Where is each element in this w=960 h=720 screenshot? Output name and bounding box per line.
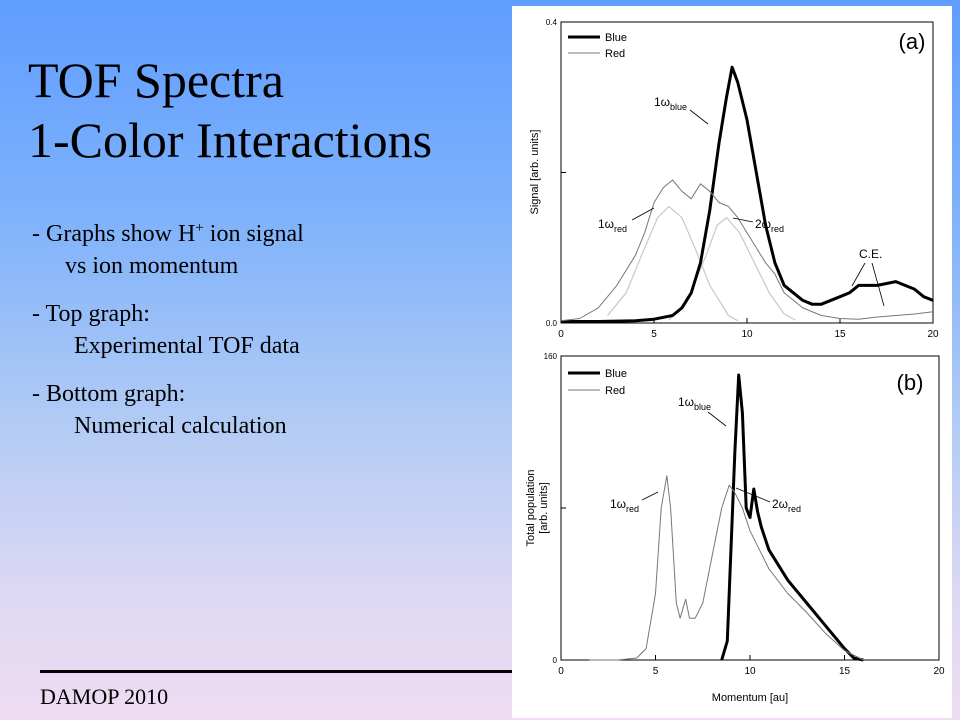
plot-a-annot-1wred: 1ωred xyxy=(598,217,627,234)
bullet-1: - Graphs show H+ ion signal vs ion momen… xyxy=(32,212,502,282)
plot-a-arrow-1wred xyxy=(631,207,655,221)
plot-b-arrow-2wred xyxy=(735,487,771,503)
plot-b-series-red-line xyxy=(589,475,864,661)
bullet-1-line-2: vs ion momentum xyxy=(65,253,239,279)
plot-a-xtick-label-2: 10 xyxy=(741,329,753,340)
plot-a-xtick-label-1: 5 xyxy=(651,329,657,340)
bullet-1-sup: + xyxy=(195,220,204,236)
plot-b-axes: 0 5 10 15 20 0 160 xyxy=(544,352,945,677)
bullet-list: - Graphs show H+ ion signal vs ion momen… xyxy=(32,212,502,458)
plot-b-legend-blue: Blue xyxy=(605,368,627,380)
plot-a-series-blue-line xyxy=(561,65,934,323)
bullet-1-text-end: ion signal xyxy=(203,221,304,247)
plot-b-xtick-label-4: 20 xyxy=(933,666,945,677)
bullet-1-text: - Graphs show H xyxy=(32,221,196,247)
slide-title: TOF Spectra 1-Color Interactions xyxy=(28,50,432,170)
plot-a-arrow-1wblue xyxy=(689,109,709,125)
plot-a-axes: 0 5 10 15 20 0.0 0.4 xyxy=(546,18,939,340)
plot-b-series-blue-line xyxy=(720,373,864,662)
plot-a-xtick-label-4: 20 xyxy=(927,329,939,340)
bullet-2-text: - Top graph: xyxy=(32,301,150,327)
plot-b-arrow-1wblue xyxy=(707,411,727,427)
title-line-2: 1-Color Interactions xyxy=(28,112,433,168)
plot-b-panel-label: (b) xyxy=(897,370,924,395)
bullet-3: - Bottom graph: Numerical calculation xyxy=(32,378,502,442)
plot-a-xtick-label-3: 15 xyxy=(834,329,846,340)
plot-a-annot-2wred-sub: red xyxy=(771,224,784,234)
plot-a-annot-1wblue-main: 1ω xyxy=(654,95,670,109)
plot-a-annot-1wblue: 1ωblue xyxy=(654,95,687,112)
plot-a-arrow-ce-1 xyxy=(851,262,866,287)
plot-a-ytick-label-1: 0.4 xyxy=(546,18,558,27)
title-line-1: TOF Spectra xyxy=(28,52,284,108)
plot-b-annot-1wblue-main: 1ω xyxy=(678,395,694,409)
plot-a-annot-1wred-sub: red xyxy=(614,224,627,234)
plot-a-arrow-ce-2 xyxy=(871,262,885,307)
plot-b-ylabel-1: Total population xyxy=(525,469,537,546)
figure-svg: 0 5 10 15 20 0.0 0.4 (a) Signal [arb. units] B… xyxy=(525,18,945,704)
plot-a-annot-2wred-main: 2ω xyxy=(755,217,771,231)
footer-divider xyxy=(40,670,516,673)
plot-a-series xyxy=(560,65,934,323)
bullet-2-line-2: Experimental TOF data xyxy=(74,333,300,359)
plot-a-xtick-label-0: 0 xyxy=(558,329,564,340)
plot-b-ytick-label-0: 0 xyxy=(553,656,558,665)
bullet-2: - Top graph: Experimental TOF data xyxy=(32,298,502,362)
plot-b-series xyxy=(589,373,864,662)
plot-b-xtick-label-1: 5 xyxy=(653,666,659,677)
plot-b-xtick-label-0: 0 xyxy=(558,666,564,677)
plot-b-xtick-label-3: 15 xyxy=(839,666,851,677)
plot-b-ylabel-2: [arb. units] xyxy=(538,482,550,533)
plot-a-annot-1wblue-sub: blue xyxy=(670,102,687,112)
plot-a-arrow-2wred xyxy=(732,217,754,223)
plot-b-xtick-label-2: 10 xyxy=(744,666,756,677)
plot-b-annot-2wred: 2ωred xyxy=(772,497,801,514)
plot-a-panel-label: (a) xyxy=(899,29,926,54)
plot-b-annot-1wred: 1ωred xyxy=(610,497,639,514)
plot-a-series-red-line xyxy=(560,179,934,322)
plot-b-annot-1wblue-sub: blue xyxy=(694,402,711,412)
plot-b-ytick-label-1: 160 xyxy=(544,352,558,361)
plot-b-arrow-1wred xyxy=(641,491,659,501)
plot-b-annot-2wred-main: 2ω xyxy=(772,497,788,511)
plot-b-annot-1wred-main: 1ω xyxy=(610,497,626,511)
plot-b-annot-1wblue: 1ωblue xyxy=(678,395,711,412)
plot-b-annot-1wred-sub: red xyxy=(626,504,639,514)
plot-b-xlabel: Momentum [au] xyxy=(712,692,788,704)
plot-a-legend-blue: Blue xyxy=(605,32,627,44)
plot-a-annot-1wred-main: 1ω xyxy=(598,217,614,231)
bullet-3-text: - Bottom graph: xyxy=(32,381,186,407)
footer-text: DAMOP 2010 xyxy=(40,684,169,709)
plot-a-fit-line-0 xyxy=(607,205,738,322)
plot-a-annot-ce: C.E. xyxy=(859,247,882,261)
figure-panel: 0 5 10 15 20 0.0 0.4 (a) Signal [arb. units] B… xyxy=(512,6,952,718)
plot-a-frame xyxy=(560,21,934,324)
plot-b-annot-2wred-sub: red xyxy=(788,504,801,514)
plot-b-legend-red: Red xyxy=(605,385,625,397)
bullet-3-line-2: Numerical calculation xyxy=(74,413,287,439)
plot-a-ylabel: Signal [arb. units] xyxy=(529,130,541,215)
plot-a-legend-red: Red xyxy=(605,48,625,60)
plot-a-annot-2wred: 2ωred xyxy=(755,217,784,234)
plot-a-ytick-label-0: 0.0 xyxy=(546,319,558,328)
